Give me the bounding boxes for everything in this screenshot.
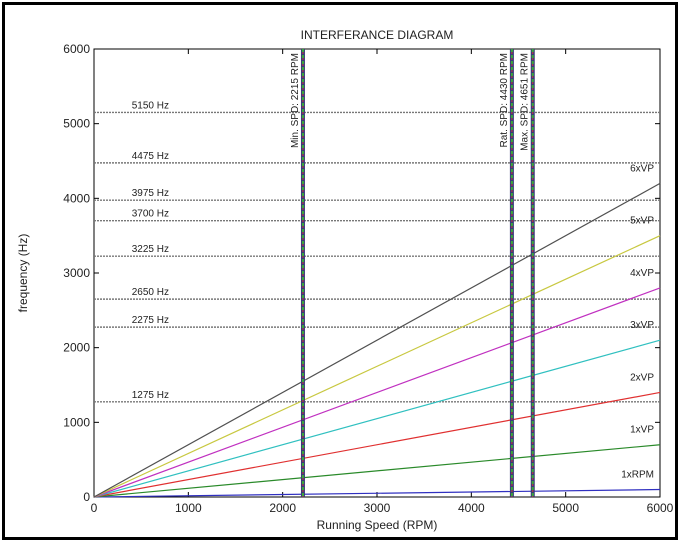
series-line-5xVP bbox=[93, 235, 661, 498]
series-label-6xVP: 6xVP bbox=[630, 163, 654, 174]
x-axis-label: Running Speed (RPM) bbox=[317, 518, 438, 532]
y-tick-label-4: 4000 bbox=[63, 191, 90, 205]
y-tick-label-5: 5000 bbox=[63, 117, 90, 131]
plot-area: 0 1000 2000 3000 4000 5000 6000 0 1000 2000 3000 40… bbox=[63, 42, 673, 515]
freq-line-label-5: 2650 Hz bbox=[132, 287, 169, 298]
series-label-4xVP: 4xVP bbox=[630, 268, 654, 279]
series-label-5xVP: 5xVP bbox=[630, 216, 654, 227]
speed-line-label-1: Rat. SPD: 4430 RPM bbox=[499, 53, 510, 147]
x-tick-label-6: 6000 bbox=[647, 501, 674, 515]
y-axis-label: frequency (Hz) bbox=[16, 234, 30, 313]
freq-line-label-6: 2275 Hz bbox=[132, 315, 169, 326]
series-line-1xRPM bbox=[93, 488, 661, 498]
x-tick-label-3: 3000 bbox=[364, 501, 391, 515]
freq-line-label-7: 1275 Hz bbox=[132, 390, 169, 401]
chart-title: INTERFERANCE DIAGRAM bbox=[301, 28, 454, 42]
speed-line-label-2: Max. SPD: 4651 RPM bbox=[520, 53, 531, 151]
y-tick-label-0: 0 bbox=[83, 490, 90, 504]
chart-frame: INTERFERANCE DIAGRAM Running Speed (RPM)… bbox=[2, 2, 678, 540]
interference-chart: INTERFERANCE DIAGRAM Running Speed (RPM)… bbox=[16, 28, 674, 532]
series-line-2xVP bbox=[93, 391, 661, 498]
y-tick-label-2: 2000 bbox=[63, 341, 90, 355]
series-line-6xVP bbox=[93, 182, 661, 498]
series-line-3xVP bbox=[93, 339, 661, 498]
freq-line-label-1: 4475 Hz bbox=[132, 151, 169, 162]
series-line-1xVP bbox=[93, 444, 661, 498]
x-tick-label-4: 4000 bbox=[458, 501, 485, 515]
freq-line-label-2: 3975 Hz bbox=[132, 188, 169, 199]
x-tick-label-1: 1000 bbox=[175, 501, 202, 515]
freq-line-label-0: 5150 Hz bbox=[132, 100, 169, 111]
series-line-4xVP bbox=[93, 287, 661, 498]
y-tick-label-6: 6000 bbox=[63, 42, 90, 56]
series-label-2xVP: 2xVP bbox=[630, 372, 654, 383]
freq-line-label-4: 3225 Hz bbox=[132, 244, 169, 255]
x-tick-label-5: 5000 bbox=[552, 501, 579, 515]
x-tick-label-2: 2000 bbox=[269, 501, 296, 515]
plot-box bbox=[93, 48, 661, 498]
y-tick-label-1: 1000 bbox=[63, 415, 90, 429]
x-tick-label-0: 0 bbox=[91, 501, 98, 515]
freq-line-label-3: 3700 Hz bbox=[132, 209, 169, 220]
speed-line-label-0: Min. SPD: 2215 RPM bbox=[290, 53, 301, 148]
series-label-1xRPM: 1xRPM bbox=[621, 470, 654, 481]
y-tick-label-3: 3000 bbox=[63, 266, 90, 280]
series-label-1xVP: 1xVP bbox=[630, 425, 654, 436]
series-label-3xVP: 3xVP bbox=[630, 320, 654, 331]
